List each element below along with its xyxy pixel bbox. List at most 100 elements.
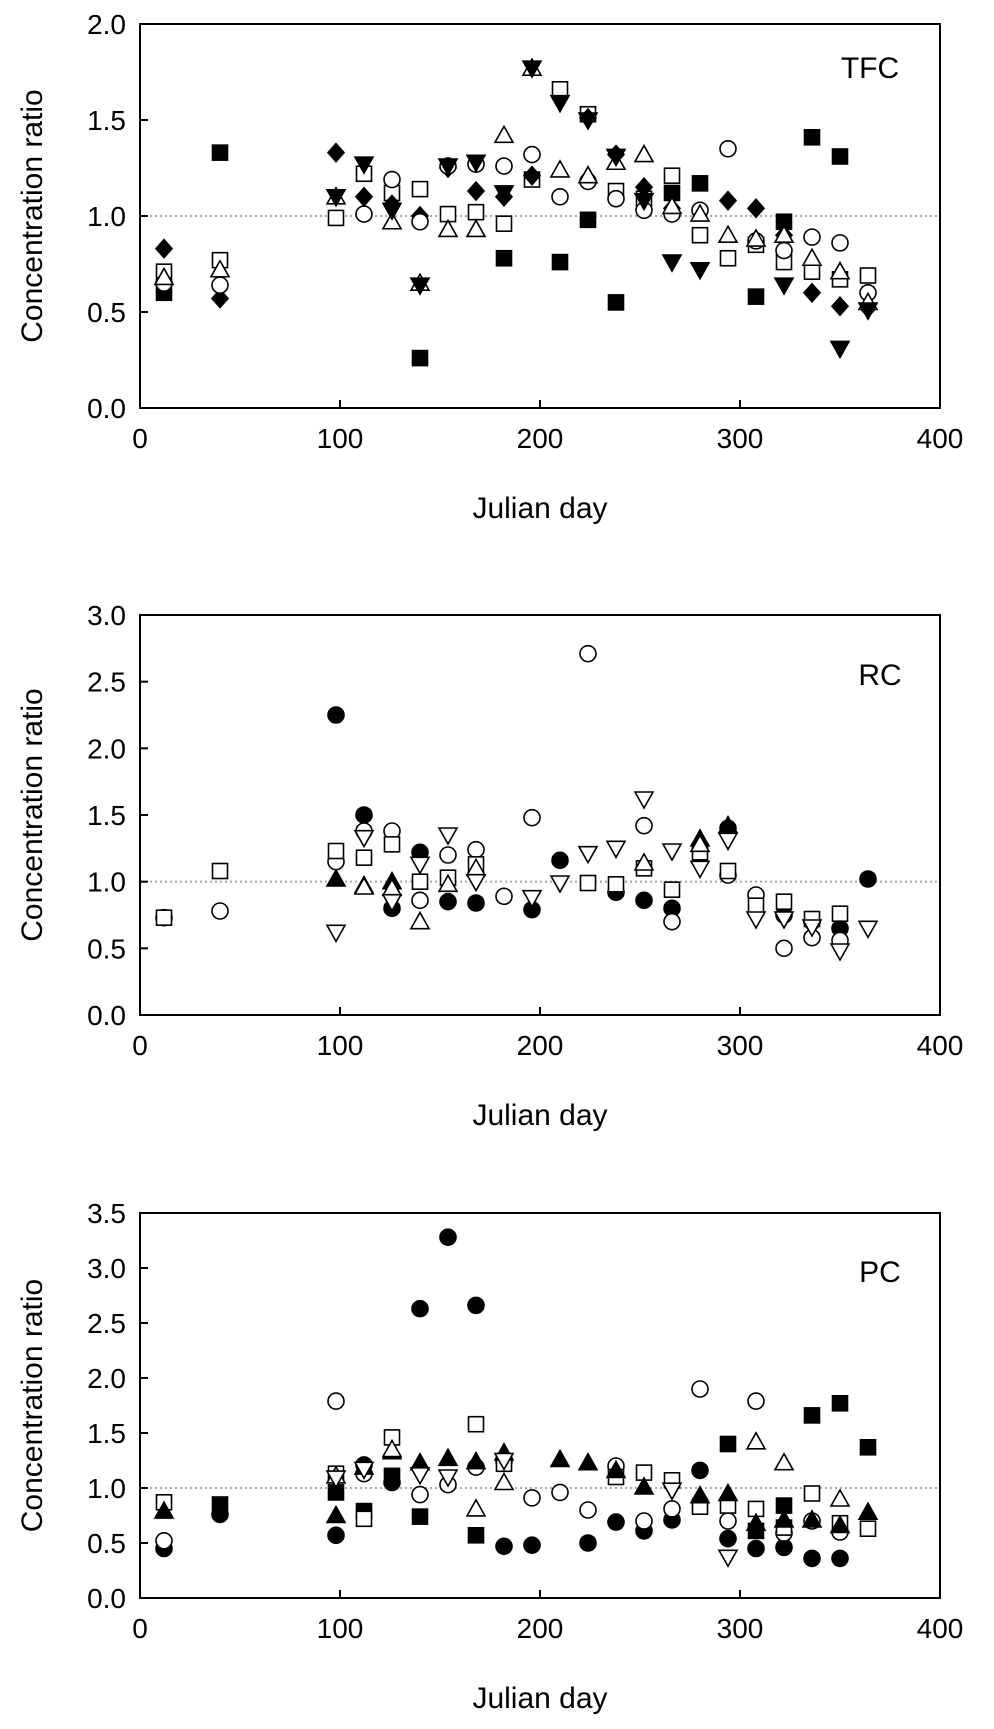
data-point [523,1489,541,1507]
data-point [439,1228,457,1246]
data-point [437,158,459,177]
data-point [718,190,738,211]
data-point [746,198,766,219]
data-point [579,644,597,663]
data-point [353,156,375,175]
data-point [691,226,709,244]
data-point [325,1470,347,1489]
data-point [607,876,625,893]
data-point [719,140,737,158]
data-point [829,261,851,280]
data-point [211,862,229,880]
data-point [577,112,599,131]
data-point [211,276,229,294]
data-point [437,1447,459,1467]
data-point [747,1392,765,1410]
data-point [409,277,431,296]
series-square-open [155,80,877,288]
data-point [465,873,487,893]
data-point [325,924,347,943]
series-circle-filled [327,706,877,938]
data-point [411,1299,429,1318]
data-point [663,881,681,898]
data-point [775,893,793,910]
data-point [495,157,513,175]
data-point [439,892,457,911]
data-point [465,1450,487,1470]
data-point [381,893,403,913]
y-tick-label: 0.5 [87,297,126,328]
data-point [354,186,374,208]
data-point [411,212,429,231]
y-tick-label: 0.0 [87,1000,126,1031]
data-point [155,909,173,926]
data-point [691,1380,709,1398]
x-tick-label: 300 [717,1030,764,1061]
data-point [803,1549,821,1568]
data-point [691,1461,709,1480]
data-point [745,911,767,930]
data-point [495,215,513,232]
data-point [747,897,765,914]
data-point [493,1452,515,1472]
pc-panel: 0 100 200 300 400 0.0 0.5 1.0 1.5 2.0 2.5 3.0 3.5 Jul… [16,1198,963,1715]
data-point [465,154,487,173]
data-point [577,845,599,865]
series-diamond-filled [154,107,878,319]
y-tick-label: 1.0 [87,1473,126,1504]
series-down-triangle-open [325,791,879,962]
x-tick-label: 100 [317,423,364,454]
y-tick-label: 2.5 [87,667,126,698]
y-tick-label: 2.0 [87,1363,126,1394]
data-point [409,1467,431,1486]
data-point [633,852,655,871]
data-point [745,1512,767,1531]
data-point [466,180,486,202]
data-point [211,1496,229,1513]
data-point [745,1431,767,1450]
x-tick-label: 0 [132,423,148,454]
series-triangle-filled [153,1441,879,1534]
data-point [579,874,597,892]
data-point [689,1485,711,1504]
data-point [521,60,543,79]
data-point [577,1452,599,1471]
data-point [773,1452,795,1471]
data-point [325,189,347,208]
series-circle-open [155,140,877,302]
data-point [467,1527,485,1544]
data-point [719,249,737,267]
y-tick-label: 0.0 [87,393,126,424]
data-point [437,873,459,893]
data-point [661,1482,683,1501]
data-point [551,253,569,271]
data-point [579,211,597,229]
data-point [803,263,821,280]
data-point [327,209,345,227]
data-point [439,846,457,864]
y-tick-label: 2.0 [87,9,126,40]
data-point [803,1407,821,1424]
data-point [689,833,711,853]
data-point [661,254,683,273]
data-point [605,840,627,859]
data-point [857,302,879,321]
data-point [437,1469,459,1488]
data-point [465,1498,487,1517]
data-point [663,1500,681,1518]
series-square-open [155,1415,877,1537]
data-point [689,860,711,879]
panel-label: RC [858,659,901,692]
data-point [635,891,653,910]
series-square-filled [211,1395,877,1544]
data-point [551,188,569,206]
data-point [773,911,795,930]
x-tick-label: 100 [317,1030,364,1061]
data-point [437,218,459,238]
data-point [353,1461,375,1480]
data-point [411,873,429,890]
data-point [355,849,373,866]
data-point [859,1520,877,1537]
data-point [689,203,711,222]
data-point [607,1513,625,1531]
